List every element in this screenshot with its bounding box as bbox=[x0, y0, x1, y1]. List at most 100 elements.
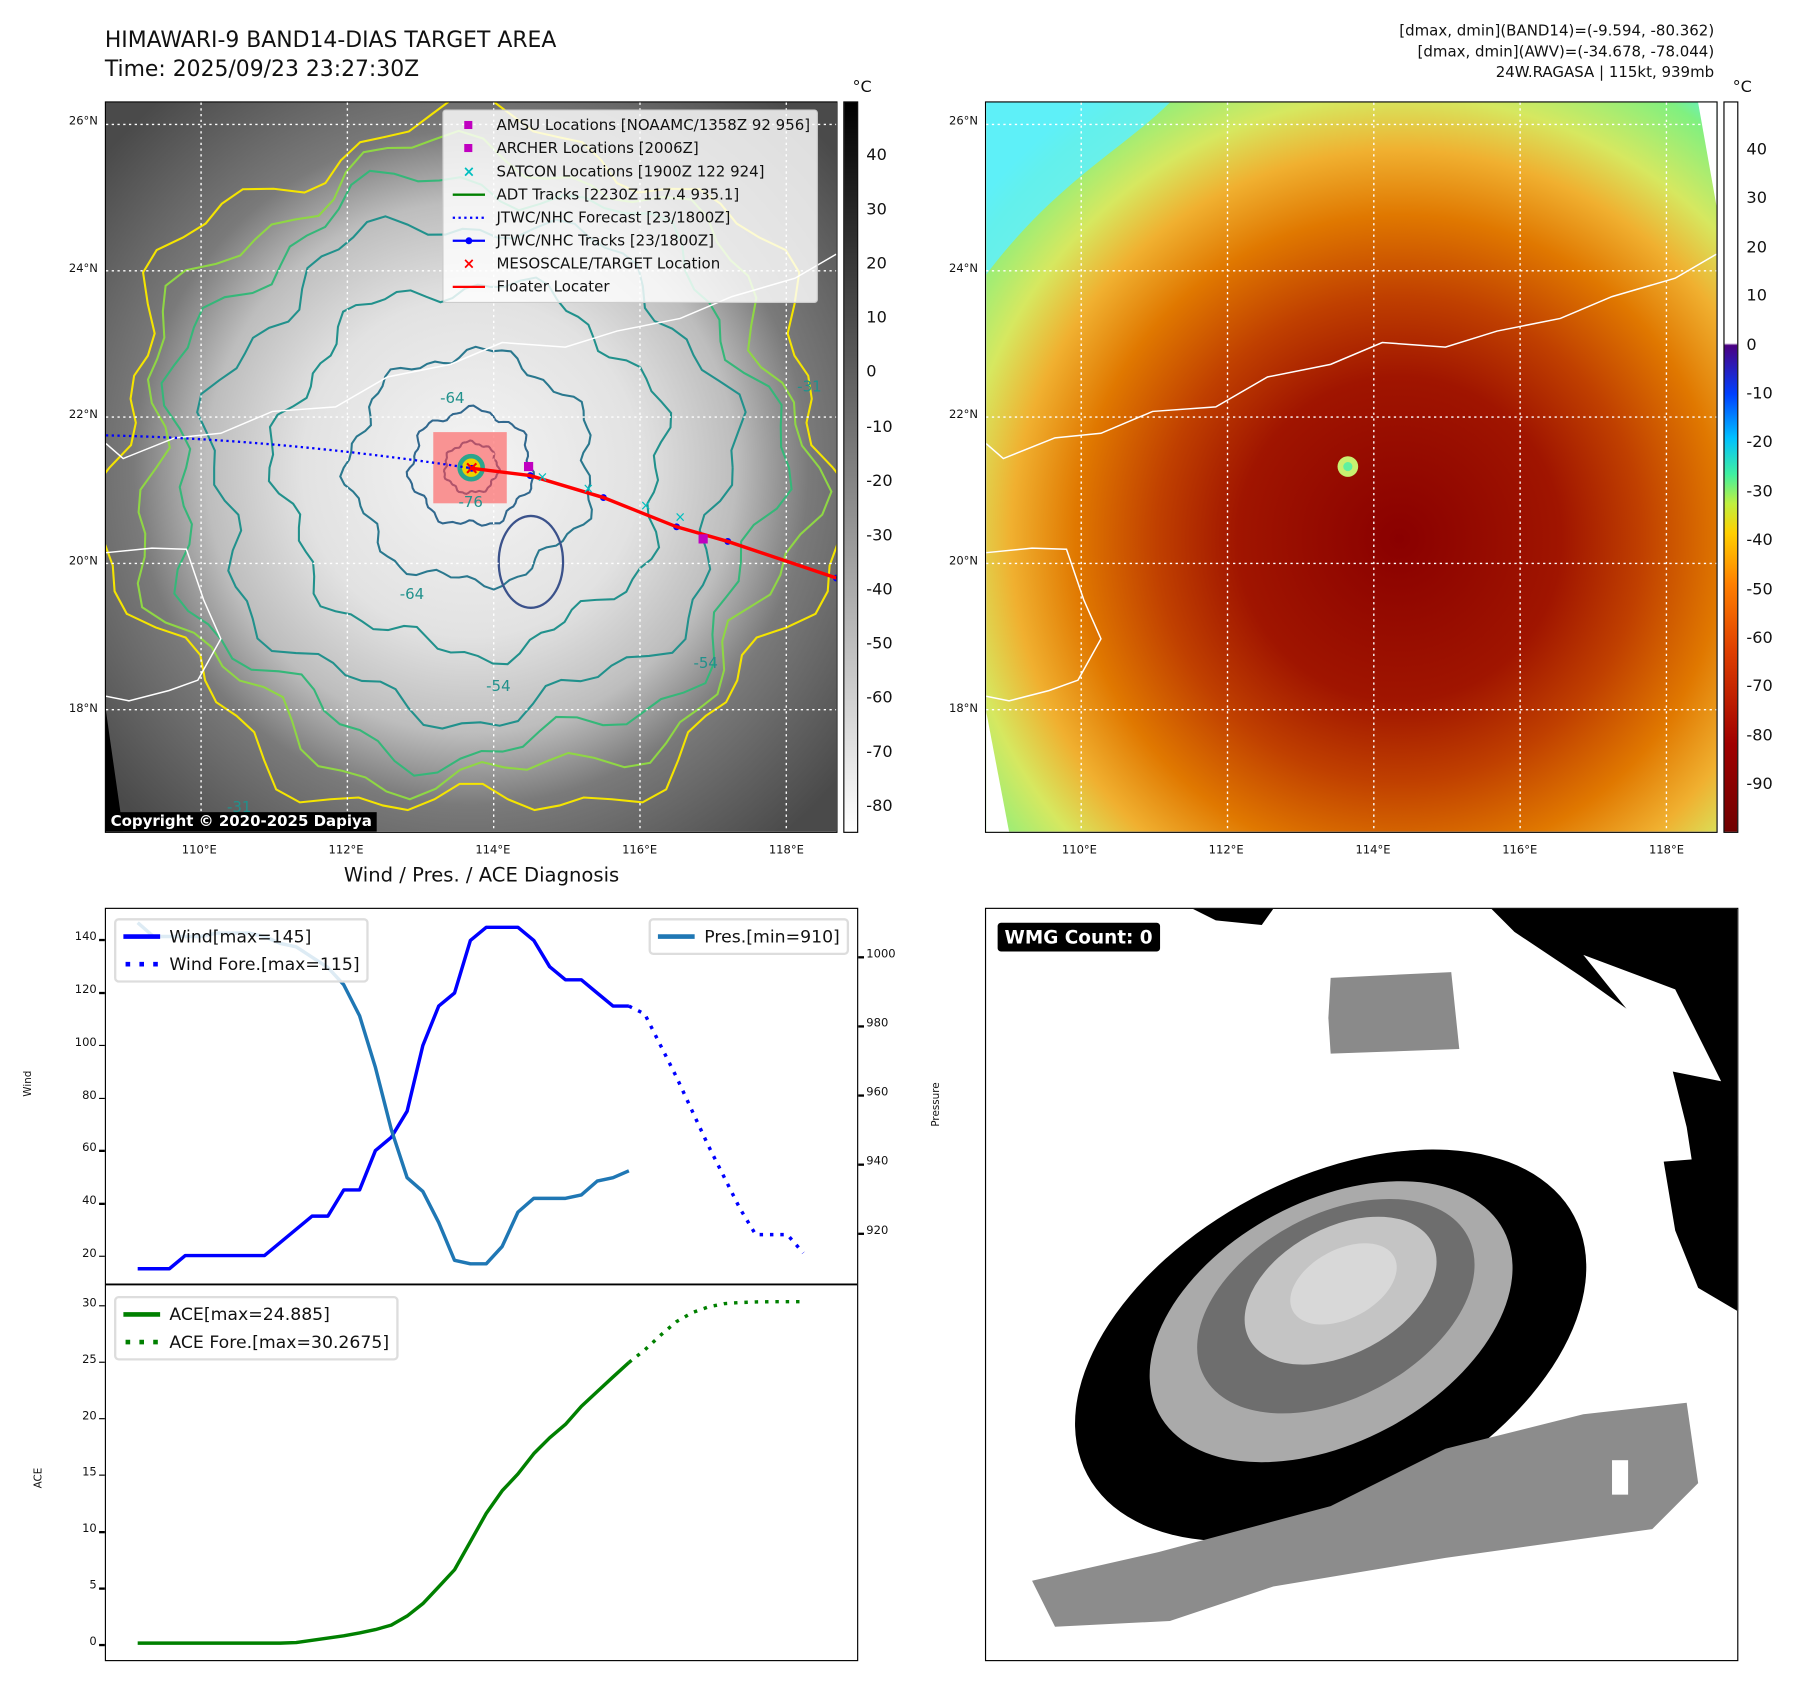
y-tick-left bbox=[99, 1474, 105, 1477]
wind-axis-label: Wind bbox=[23, 1070, 35, 1097]
square-symbol-icon bbox=[450, 141, 487, 157]
lat-label: 18°N bbox=[948, 702, 979, 716]
colorbar-tick-label: 40 bbox=[866, 146, 887, 165]
pressure-tick-label: 920 bbox=[866, 1224, 889, 1238]
storm-tracks: × × × × × bbox=[105, 434, 837, 582]
forecast-track bbox=[105, 434, 472, 470]
contour-label: -31 bbox=[797, 379, 822, 397]
contour-line bbox=[339, 345, 593, 591]
lat-label: 20°N bbox=[948, 555, 979, 569]
wmg-region-cold bbox=[1192, 908, 1274, 926]
legend-item: × MESOSCALE/TARGET Location bbox=[450, 252, 810, 275]
y-tick-right bbox=[858, 1232, 864, 1235]
legend-item: Floater Locater bbox=[450, 275, 810, 298]
legend-item: ARCHER Locations [2006Z] bbox=[450, 137, 810, 160]
colorbar-tick-label: 40 bbox=[1746, 140, 1767, 159]
coastline-segment bbox=[105, 253, 837, 460]
lat-label: 20°N bbox=[68, 555, 98, 569]
satcon-marker: × bbox=[640, 498, 652, 514]
colorbar-tick-label: 10 bbox=[866, 309, 887, 328]
pressure-tick-label: 980 bbox=[866, 1017, 889, 1030]
lat-label: 26°N bbox=[948, 115, 979, 128]
lon-label: 118°E bbox=[768, 844, 804, 858]
legend-label: ACE[max=24.885] bbox=[169, 1304, 330, 1325]
coastline-segment bbox=[986, 547, 1102, 702]
series-ace-fore-line bbox=[627, 1299, 804, 1364]
colorbar-tick-label: -20 bbox=[866, 471, 893, 491]
legend-item: JTWC/NHC Tracks [23/1800Z] bbox=[450, 229, 810, 252]
wind-tick-label: 40 bbox=[82, 1194, 97, 1208]
ace-axis-label: ACE bbox=[33, 1467, 45, 1489]
svg-text:×: × bbox=[463, 256, 476, 272]
solid-line-icon bbox=[658, 933, 696, 940]
legend-label: ARCHER Locations [2006Z] bbox=[496, 139, 699, 158]
line-dot-symbol-icon bbox=[450, 233, 487, 249]
legend-wind-forecast: Wind Fore.[max=115] bbox=[123, 950, 360, 978]
chart-title: Wind / Pres. / ACE Diagnosis bbox=[343, 863, 620, 888]
pressure-tick-label: 960 bbox=[866, 1086, 889, 1100]
ace-legend: ACE[max=24.885] ACE Fore.[max=30.2675] bbox=[114, 1296, 399, 1361]
series-wind-fore-line bbox=[628, 1004, 805, 1255]
lon-label: 114°E bbox=[1355, 844, 1391, 858]
contour-label: -64 bbox=[440, 390, 465, 408]
y-tick-left bbox=[99, 1587, 105, 1590]
map-time: Time: 2025/09/23 23:27:30Z bbox=[104, 56, 420, 82]
lon-label: 118°E bbox=[1648, 844, 1685, 858]
awv-colorbar bbox=[1723, 101, 1739, 833]
awv-stats: [dmax, dmin](AWV)=(-34.678, -78.044) bbox=[1417, 43, 1715, 62]
y-tick-left bbox=[99, 1644, 105, 1646]
dotted-line-icon bbox=[123, 961, 161, 968]
lon-label: 112°E bbox=[1208, 844, 1244, 858]
square-symbol-icon bbox=[450, 118, 487, 134]
y-tick-left bbox=[99, 1361, 105, 1364]
ace-tick-label: 0 bbox=[89, 1636, 97, 1649]
storm-info: 24W.RAGASA | 115kt, 939mb bbox=[1495, 64, 1715, 82]
dotted-symbol-icon bbox=[450, 210, 487, 226]
wmg-gap bbox=[1612, 1460, 1629, 1495]
wind-tick-label: 60 bbox=[82, 1142, 97, 1155]
amsu-archer-marker bbox=[698, 534, 708, 544]
storm-eye-core bbox=[1343, 461, 1353, 472]
y-tick-right bbox=[858, 1094, 864, 1097]
colorbar-tick-label: -30 bbox=[1746, 482, 1773, 501]
colorbar-tick-label: 0 bbox=[1746, 335, 1757, 355]
legend-label: Wind[max=145] bbox=[169, 926, 312, 947]
y-tick-right bbox=[858, 1025, 864, 1028]
line-symbol-icon bbox=[450, 279, 487, 295]
lat-label: 18°N bbox=[68, 702, 98, 716]
y-tick-right bbox=[858, 1163, 864, 1166]
series-aceline bbox=[137, 1361, 631, 1645]
colorbar-tick-label: -60 bbox=[866, 688, 893, 708]
legend-label: JTWC/NHC Tracks [23/1800Z] bbox=[496, 232, 714, 250]
floater-track bbox=[471, 466, 837, 580]
map-title: HIMAWARI-9 BAND14-DIAS TARGET AREA bbox=[104, 27, 557, 53]
wmg-image bbox=[1032, 908, 1738, 1627]
lon-label: 114°E bbox=[475, 844, 511, 858]
legend-pressure: Pres.[min=910] bbox=[658, 923, 840, 951]
wind-tick-label: 100 bbox=[74, 1036, 97, 1050]
legend-item: JTWC/NHC Forecast [23/1800Z] bbox=[450, 206, 810, 229]
contour-label: -64 bbox=[399, 586, 425, 604]
no-data-region bbox=[986, 711, 1010, 832]
wmg-panel: WMG Count: 0 bbox=[984, 907, 1739, 1662]
ace-tick-label: 15 bbox=[82, 1466, 97, 1480]
dry-air-region bbox=[986, 102, 1170, 275]
y-tick-right bbox=[858, 956, 864, 958]
colorbar-tick-label: 30 bbox=[866, 200, 887, 219]
dotted-line-icon bbox=[123, 1339, 161, 1346]
wmg-region-clear bbox=[1330, 1058, 1400, 1110]
wmg-band-gray bbox=[1032, 1402, 1699, 1627]
band14-map: × × × × × -64 -76 -64 -54 -54 -31 -31 Copyright © … bbox=[104, 101, 838, 833]
wmg-eye bbox=[1290, 1243, 1397, 1325]
colorbar-tick-label: -20 bbox=[1746, 433, 1773, 453]
stats-info: [dmax, dmin](BAND14)=(-9.594, -80.362) [… bbox=[1399, 22, 1714, 84]
coastline bbox=[986, 253, 1717, 702]
colorbar-tick-label: -50 bbox=[866, 634, 893, 654]
coastline-segment bbox=[105, 547, 222, 702]
y-tick-left bbox=[99, 1044, 105, 1047]
wind-tick-label: 140 bbox=[74, 931, 97, 944]
ace-tick-label: 20 bbox=[82, 1409, 97, 1423]
colorbar-tick-label: -40 bbox=[866, 580, 893, 599]
awv-map bbox=[984, 101, 1718, 833]
